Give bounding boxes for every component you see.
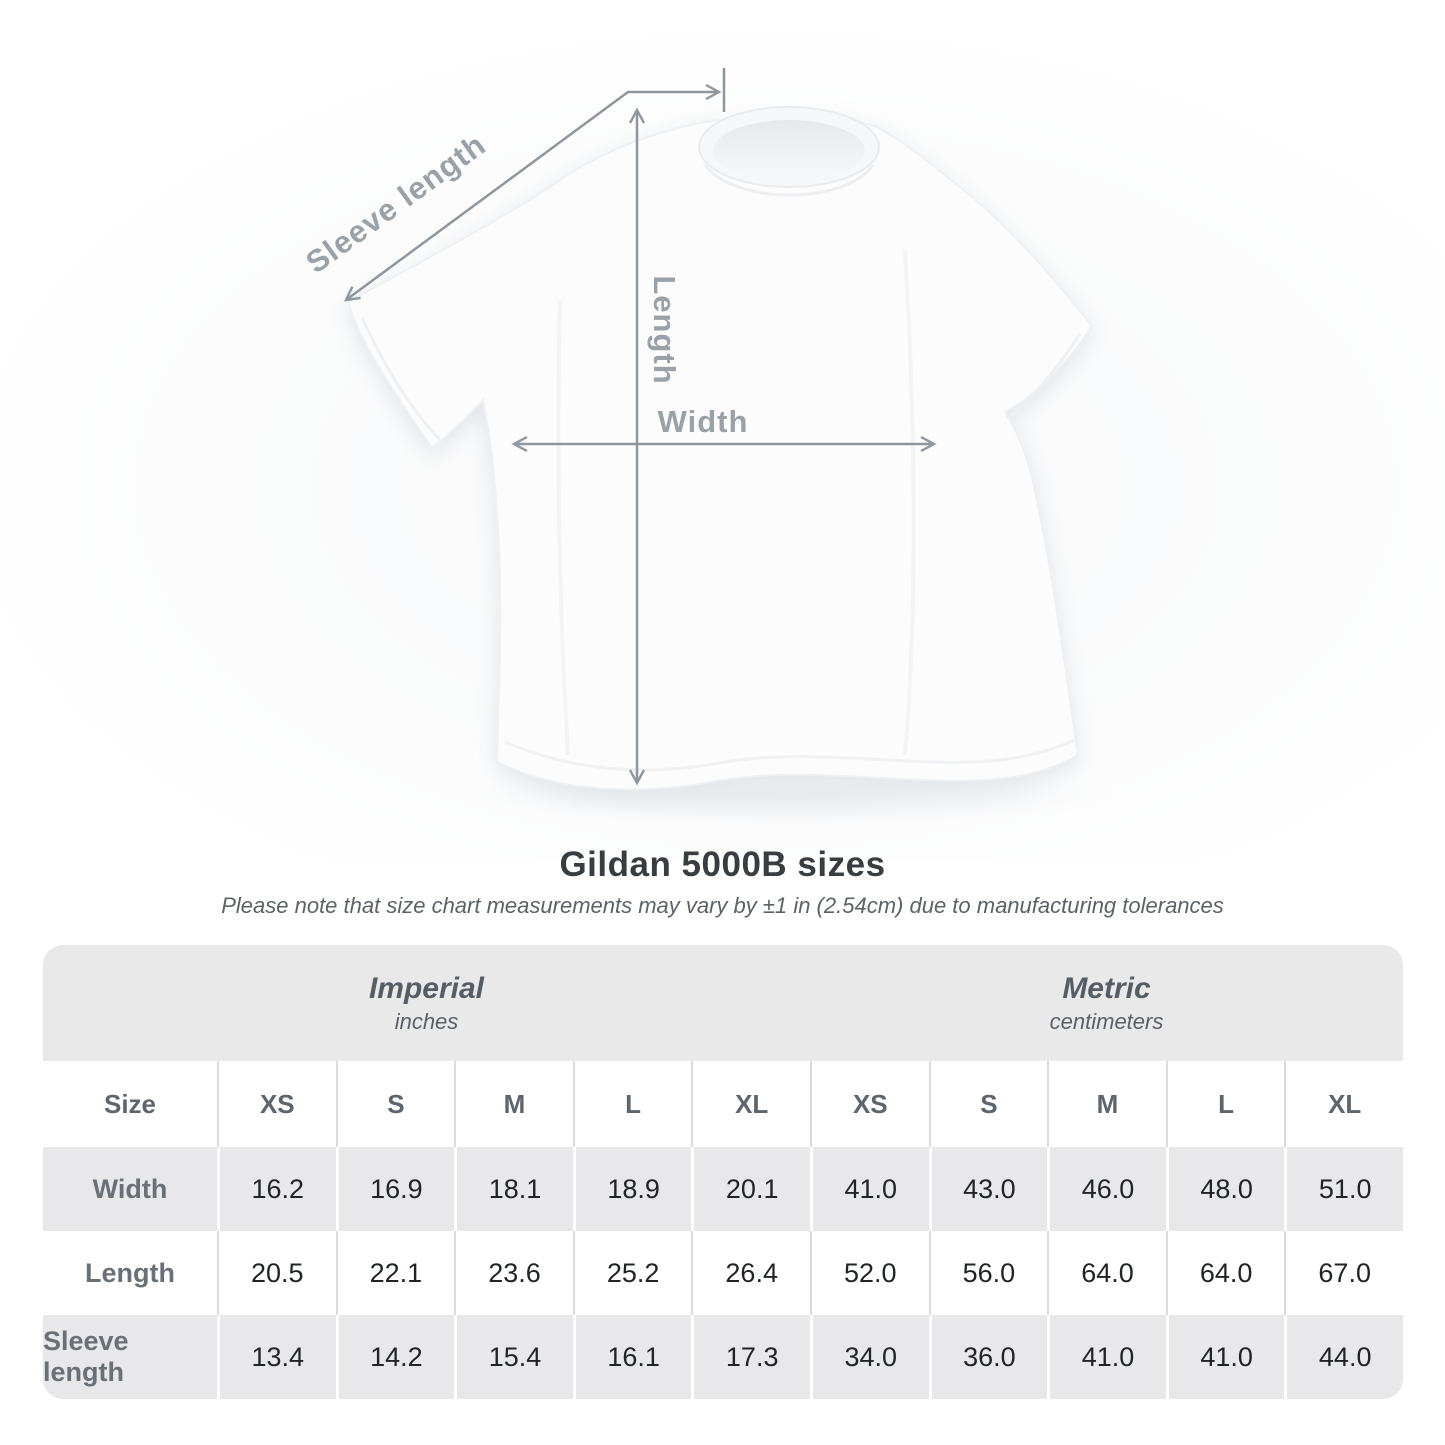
size-value: 26.4 bbox=[691, 1231, 810, 1315]
size-value: 36.0 bbox=[928, 1315, 1048, 1399]
size-value: 44.0 bbox=[1284, 1315, 1403, 1399]
tshirt-measurement-diagram: Sleeve length Length Width bbox=[0, 30, 1445, 860]
table-row: Sleeve length 13.4 14.2 15.4 16.1 17.3 34.0 36.… bbox=[43, 1315, 1403, 1399]
page-title: Gildan 5000B sizes bbox=[559, 845, 886, 884]
size-option-header: XS bbox=[809, 1061, 929, 1147]
tshirt-illustration bbox=[346, 106, 1094, 791]
length-label: Length bbox=[647, 275, 682, 384]
size-value: 18.1 bbox=[454, 1147, 573, 1231]
size-value: 41.0 bbox=[1047, 1315, 1166, 1399]
size-option-header: M bbox=[1047, 1061, 1166, 1147]
imperial-label: Imperial bbox=[368, 971, 485, 1005]
size-option-header: L bbox=[1165, 1061, 1285, 1147]
hem-stitch bbox=[504, 738, 1075, 772]
size-value: 48.0 bbox=[1165, 1147, 1285, 1231]
size-value: 25.2 bbox=[572, 1231, 692, 1315]
size-option-header: XL bbox=[691, 1061, 810, 1147]
imperial-unit-label: inches bbox=[394, 1008, 459, 1034]
size-value: 16.2 bbox=[217, 1147, 336, 1231]
table-row: Length 20.5 22.1 23.6 25.2 26.4 52.0 56.0 64.0 64… bbox=[43, 1231, 1403, 1315]
size-value: 15.4 bbox=[454, 1315, 573, 1399]
size-option-header: S bbox=[928, 1061, 1048, 1147]
size-option-header: M bbox=[454, 1061, 573, 1147]
right-sleeve-fold bbox=[1009, 333, 1082, 418]
size-value: 16.1 bbox=[572, 1315, 692, 1399]
size-value: 22.1 bbox=[335, 1231, 455, 1315]
arrowhead bbox=[628, 769, 646, 786]
width-label: Width bbox=[658, 404, 749, 439]
size-value: 17.3 bbox=[691, 1315, 810, 1399]
size-value: 18.9 bbox=[572, 1147, 692, 1231]
arrowhead bbox=[705, 83, 722, 101]
size-value: 46.0 bbox=[1047, 1147, 1166, 1231]
size-option-header: XS bbox=[217, 1061, 336, 1147]
size-value: 52.0 bbox=[809, 1231, 929, 1315]
row-label: Width bbox=[43, 1147, 217, 1231]
size-value: 34.0 bbox=[809, 1315, 929, 1399]
arrowhead bbox=[920, 435, 937, 453]
arrowhead bbox=[628, 107, 646, 124]
sleeve-length-line bbox=[345, 90, 719, 302]
size-value: 43.0 bbox=[928, 1147, 1048, 1231]
collar-opening bbox=[713, 120, 865, 182]
size-option-header: L bbox=[572, 1061, 692, 1147]
size-option-header: S bbox=[335, 1061, 455, 1147]
size-value: 16.9 bbox=[335, 1147, 455, 1231]
size-value: 41.0 bbox=[1165, 1315, 1285, 1399]
size-value: 14.2 bbox=[335, 1315, 455, 1399]
size-value: 20.5 bbox=[217, 1231, 336, 1315]
metric-unit-label: centimeters bbox=[1049, 1008, 1164, 1034]
body-fold bbox=[903, 249, 916, 756]
unit-group-header: Imperial inches Metric centimeters bbox=[43, 945, 1403, 1061]
size-option-header: XL bbox=[1284, 1061, 1403, 1147]
metric-label: Metric bbox=[1062, 971, 1151, 1005]
size-table: Imperial inches Metric centimeters Size X… bbox=[43, 945, 1403, 1399]
row-label: Length bbox=[43, 1231, 217, 1315]
size-value: 41.0 bbox=[809, 1147, 929, 1231]
size-value: 20.1 bbox=[691, 1147, 810, 1231]
size-value: 56.0 bbox=[928, 1231, 1048, 1315]
size-value: 64.0 bbox=[1165, 1231, 1285, 1315]
size-value: 13.4 bbox=[217, 1315, 336, 1399]
left-sleeve-fold bbox=[360, 317, 442, 442]
measurement-arrows bbox=[343, 68, 937, 786]
size-value: 67.0 bbox=[1284, 1231, 1403, 1315]
column-header-row: Size XS S M L XL XS S M L XL bbox=[43, 1061, 1403, 1147]
table-row: Width 16.2 16.9 18.1 18.9 20.1 41.0 43.0 46.0 48.… bbox=[43, 1147, 1403, 1231]
body-fold bbox=[556, 299, 570, 756]
metric-group-header: Metric centimeters bbox=[810, 945, 1403, 1061]
size-value: 64.0 bbox=[1047, 1231, 1166, 1315]
tolerance-note: Please note that size chart measurements… bbox=[221, 893, 1224, 918]
arrowhead bbox=[343, 286, 361, 302]
size-value: 51.0 bbox=[1284, 1147, 1403, 1231]
imperial-group-header: Imperial inches bbox=[43, 945, 810, 1061]
arrowhead bbox=[511, 435, 528, 453]
collar-seam bbox=[703, 164, 875, 197]
row-label: Sleeve length bbox=[43, 1315, 217, 1399]
size-value: 23.6 bbox=[454, 1231, 573, 1315]
size-header-cell: Size bbox=[43, 1061, 217, 1147]
